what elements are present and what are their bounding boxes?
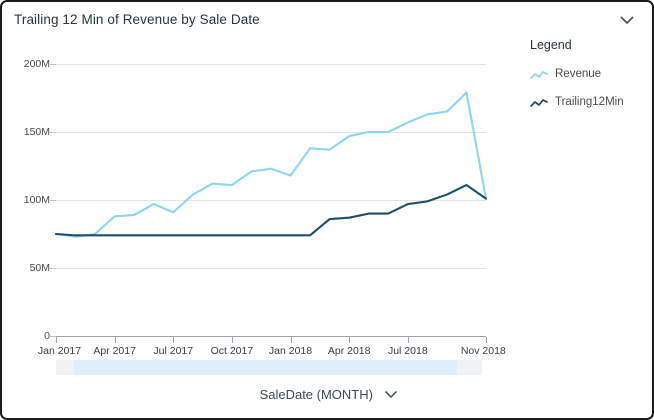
legend-item-trailing12min[interactable]: Trailing12Min <box>530 96 648 108</box>
plot-area <box>54 64 488 337</box>
legend-item-label: Trailing12Min <box>555 96 624 108</box>
chart-title: Trailing 12 Min of Revenue by Sale Date <box>14 12 260 27</box>
y-axis-tick <box>50 64 56 65</box>
y-axis-tick <box>50 268 56 269</box>
x-axis-tick <box>290 337 292 343</box>
gridline <box>56 268 486 269</box>
gridline <box>56 200 486 201</box>
series-line-trailing12min <box>54 183 488 237</box>
x-axis-line <box>56 336 486 337</box>
y-axis-tick-label: 100M <box>23 194 50 206</box>
x-axis-tick <box>56 337 57 343</box>
legend: Legend Revenue Trailing12Min <box>530 38 648 124</box>
x-axis-tick-label: Apr 2017 <box>93 345 136 357</box>
x-axis-tick-label: Jan 2017 <box>37 345 82 357</box>
x-axis-tick <box>486 337 487 343</box>
x-axis-tick <box>231 337 233 343</box>
x-axis-tick-label: Apr 2018 <box>327 345 371 357</box>
x-axis-tick <box>349 337 351 343</box>
series-line-revenue <box>54 91 488 238</box>
legend-item-revenue[interactable]: Revenue <box>530 68 648 80</box>
y-axis-tick <box>50 200 56 201</box>
x-axis-tick <box>173 337 175 343</box>
x-axis-tick-label: Jul 2017 <box>153 345 194 357</box>
gridline <box>56 64 486 65</box>
x-axis-tick-label: Jul 2018 <box>387 345 428 357</box>
legend-item-label: Revenue <box>555 68 602 80</box>
x-axis-tick-label: Nov 2018 <box>460 345 506 357</box>
line-swatch-icon <box>530 68 548 80</box>
legend-title: Legend <box>530 38 572 52</box>
y-axis-tick-label: 150M <box>23 126 50 138</box>
series-lines <box>54 91 488 238</box>
x-axis-field-control[interactable]: SaleDate (MONTH) <box>2 386 652 404</box>
y-axis-tick-label: 200M <box>23 58 50 70</box>
gridline <box>56 132 486 133</box>
horizontal-scrollbar-thumb[interactable] <box>74 360 457 375</box>
chevron-down-icon[interactable] <box>616 11 638 29</box>
y-axis-tick-label: 50M <box>29 262 50 274</box>
y-axis-tick <box>50 132 56 133</box>
x-axis-tick <box>407 337 409 343</box>
x-axis-field-label: SaleDate (MONTH) <box>259 387 373 403</box>
x-axis-tick-label: Oct 2017 <box>210 345 254 357</box>
y-axis-tick <box>50 336 56 337</box>
y-axis-tick-label: 0 <box>44 330 50 342</box>
chevron-down-icon[interactable] <box>384 386 398 404</box>
x-axis-tick-label: Jan 2018 <box>268 345 313 357</box>
line-swatch-icon <box>530 96 548 108</box>
x-axis-tick <box>114 337 116 343</box>
